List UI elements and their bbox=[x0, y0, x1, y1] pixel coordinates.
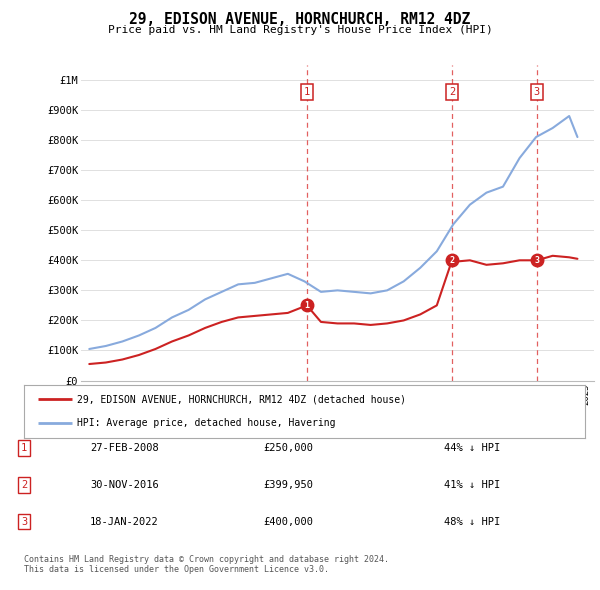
Text: 27-FEB-2008: 27-FEB-2008 bbox=[90, 444, 159, 453]
Text: 2: 2 bbox=[449, 256, 455, 265]
Text: £400,000: £400,000 bbox=[263, 517, 313, 526]
Text: £250,000: £250,000 bbox=[263, 444, 313, 453]
Text: 1: 1 bbox=[304, 87, 310, 97]
Text: 48% ↓ HPI: 48% ↓ HPI bbox=[444, 517, 500, 526]
Text: 29, EDISON AVENUE, HORNCHURCH, RM12 4DZ: 29, EDISON AVENUE, HORNCHURCH, RM12 4DZ bbox=[130, 12, 470, 27]
Text: 1: 1 bbox=[21, 444, 27, 453]
Text: 3: 3 bbox=[534, 87, 540, 97]
Text: 18-JAN-2022: 18-JAN-2022 bbox=[90, 517, 159, 526]
Text: 29, EDISON AVENUE, HORNCHURCH, RM12 4DZ (detached house): 29, EDISON AVENUE, HORNCHURCH, RM12 4DZ … bbox=[77, 394, 406, 404]
Text: 2: 2 bbox=[449, 87, 455, 97]
Text: Price paid vs. HM Land Registry's House Price Index (HPI): Price paid vs. HM Land Registry's House … bbox=[107, 25, 493, 35]
Text: 44% ↓ HPI: 44% ↓ HPI bbox=[444, 444, 500, 453]
Text: 3: 3 bbox=[21, 517, 27, 526]
Text: 1: 1 bbox=[304, 301, 310, 310]
Text: Contains HM Land Registry data © Crown copyright and database right 2024.
This d: Contains HM Land Registry data © Crown c… bbox=[24, 555, 389, 574]
Text: 2: 2 bbox=[21, 480, 27, 490]
Text: 3: 3 bbox=[535, 256, 539, 265]
Text: 30-NOV-2016: 30-NOV-2016 bbox=[90, 480, 159, 490]
Text: 41% ↓ HPI: 41% ↓ HPI bbox=[444, 480, 500, 490]
Text: £399,950: £399,950 bbox=[263, 480, 313, 490]
Text: HPI: Average price, detached house, Havering: HPI: Average price, detached house, Have… bbox=[77, 418, 336, 428]
